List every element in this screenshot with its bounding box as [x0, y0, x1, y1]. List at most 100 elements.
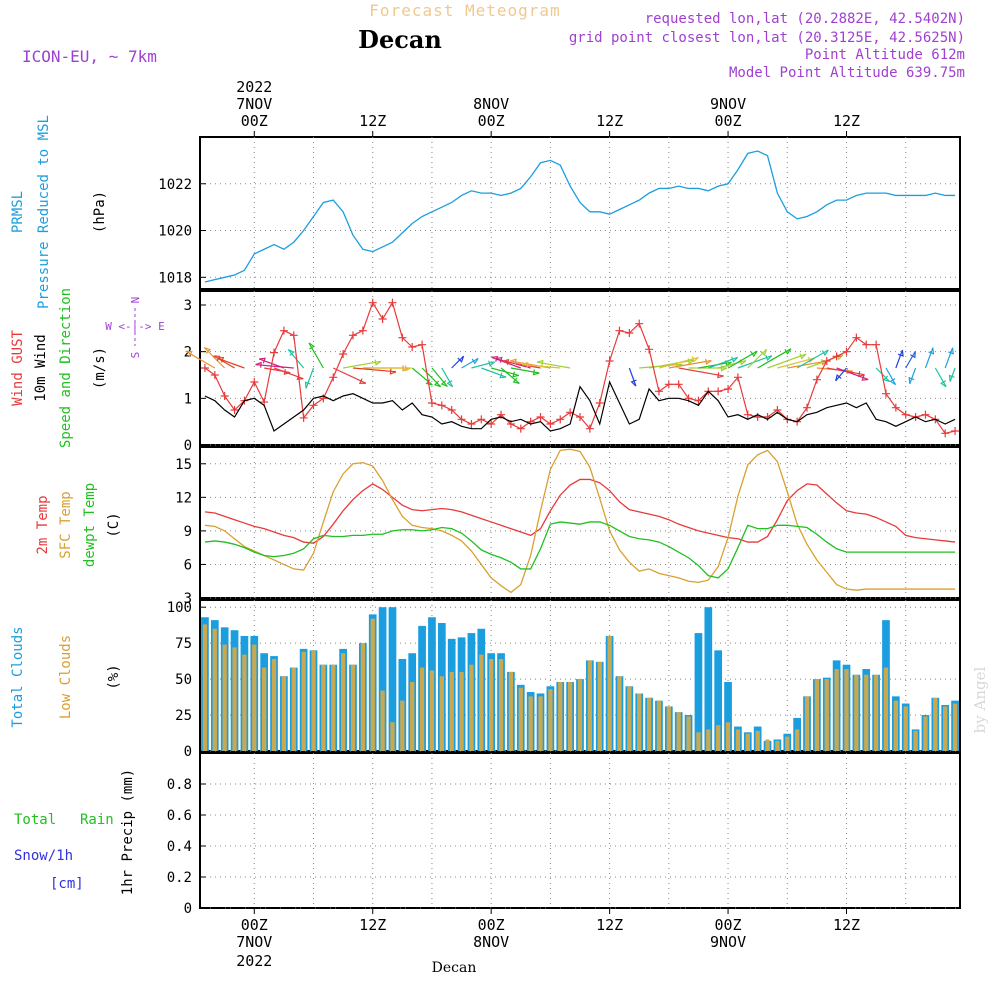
wind-vector — [500, 367, 520, 384]
wind-vector-head — [532, 369, 540, 376]
gust-marker — [645, 345, 654, 354]
total-cloud-bar — [388, 607, 397, 751]
total-cloud-bar — [378, 607, 387, 751]
low-cloud-bar — [814, 679, 820, 751]
wind-vector-head — [255, 361, 262, 368]
gust-marker — [556, 415, 565, 424]
temperature-labels: 2m Temp SFC Temp dewpt Temp (C) — [35, 483, 122, 567]
gust-marker — [368, 298, 377, 307]
t2m-label: 2m Temp — [35, 495, 51, 554]
wind-vector-head — [374, 359, 382, 366]
gust-marker — [664, 380, 673, 389]
low-cloud-bar — [883, 667, 889, 751]
low-cloud-bar — [449, 671, 454, 751]
low-cloud-bar — [745, 733, 750, 751]
dewpt-label: dewpt Temp — [82, 483, 98, 567]
gust-marker — [625, 329, 634, 337]
pressure-line — [204, 150, 956, 283]
wind-vector-head — [889, 378, 896, 386]
grid-point-coords: grid point closest lon,lat (20.3125E, 42… — [569, 30, 965, 46]
gust-marker — [329, 373, 338, 382]
total-cloud-bar — [714, 650, 723, 751]
low-cloud-bar — [923, 716, 928, 751]
low-cloud-bar — [360, 643, 366, 751]
wind-vector — [628, 367, 637, 387]
y-tick-label: 0 — [184, 438, 192, 454]
wind-vector — [510, 367, 540, 374]
wind-vector — [718, 359, 747, 369]
wind-vector — [217, 357, 245, 369]
time-tick-label: 00Z — [241, 112, 268, 130]
y-tick-label: 1022 — [158, 177, 192, 193]
wind-speed-dir-label: Speed and Direction — [58, 288, 74, 448]
gust-marker — [339, 350, 348, 358]
gust-marker — [635, 319, 644, 328]
y-tick-label: 0.8 — [167, 777, 192, 793]
y-tick-label: 0.2 — [167, 870, 192, 886]
wind-vector-head — [259, 357, 266, 364]
low-cloud-bar — [400, 700, 405, 751]
gust-marker — [724, 385, 733, 393]
gust-marker — [348, 331, 357, 340]
wind-vector — [305, 367, 315, 389]
low-cloud-bar — [518, 687, 523, 751]
low-cloud-bar — [913, 730, 918, 751]
low-cloud-bar — [804, 696, 810, 751]
wind-vector-head — [308, 342, 316, 350]
temp-unit: (C) — [106, 512, 122, 537]
y-tick-label: 50 — [175, 672, 192, 688]
wind-vector-head — [213, 355, 221, 362]
gust-marker — [487, 420, 496, 428]
gust-marker — [872, 340, 881, 349]
gust-marker — [536, 413, 545, 421]
wind-vector — [213, 355, 235, 369]
time-tick-label: 00Z — [241, 916, 268, 934]
wind-vector — [502, 360, 541, 369]
wind-vector — [421, 367, 442, 388]
wind-vector-head — [928, 347, 935, 355]
low-cloud-bar — [775, 740, 780, 751]
total-clouds-label: Total Clouds — [10, 626, 26, 727]
wind-vector-head — [691, 356, 699, 363]
y-tick-label: 1 — [184, 391, 192, 407]
gust-marker — [200, 364, 209, 372]
gust-marker — [951, 427, 960, 435]
time-tick-label: 00Z — [715, 112, 742, 130]
gust-marker — [270, 348, 279, 357]
cloud-unit: (%) — [106, 664, 122, 689]
precip-snow-label: Snow/1h — [14, 848, 73, 864]
gust-marker — [408, 343, 417, 351]
gust-marker — [881, 389, 890, 398]
wind-10m-label: 10m Wind — [33, 334, 49, 401]
gust-marker — [230, 406, 239, 414]
gust-marker — [891, 403, 900, 412]
low-cloud-bar — [893, 700, 898, 751]
wind-vector — [308, 342, 324, 369]
wind-vector-head — [948, 374, 955, 382]
wind-vector-head — [495, 356, 503, 363]
wind-vector-head — [287, 349, 295, 356]
pressure-panel: 1018 1020 1022 — [158, 136, 961, 290]
low-cloud-bar — [212, 628, 217, 751]
wind-vector — [461, 357, 479, 369]
pressure-label-prmsl: PRMSL — [10, 191, 26, 233]
wind-vector-head — [425, 379, 433, 386]
wind-vector-head — [440, 380, 448, 387]
gust-marker — [654, 387, 663, 396]
low-cloud-bar — [844, 669, 849, 751]
gust-marker — [279, 326, 288, 335]
wind-vector — [255, 364, 294, 369]
gust-marker — [388, 298, 397, 307]
wind-vector — [352, 367, 397, 373]
wind-vector-head — [910, 351, 916, 359]
dewpt-line — [204, 521, 956, 579]
y-tick-label: 25 — [175, 708, 192, 724]
wind-vector-head — [536, 359, 544, 366]
low-cloud-bar — [242, 654, 247, 751]
wind-vector — [343, 360, 382, 369]
time-tick-label: 12Z — [596, 916, 623, 934]
model-name: ICON-EU, ~ 7km — [22, 47, 157, 66]
low-cloud-bar — [262, 667, 267, 751]
wind-vector — [757, 348, 792, 369]
wind-vector-head — [705, 358, 712, 366]
